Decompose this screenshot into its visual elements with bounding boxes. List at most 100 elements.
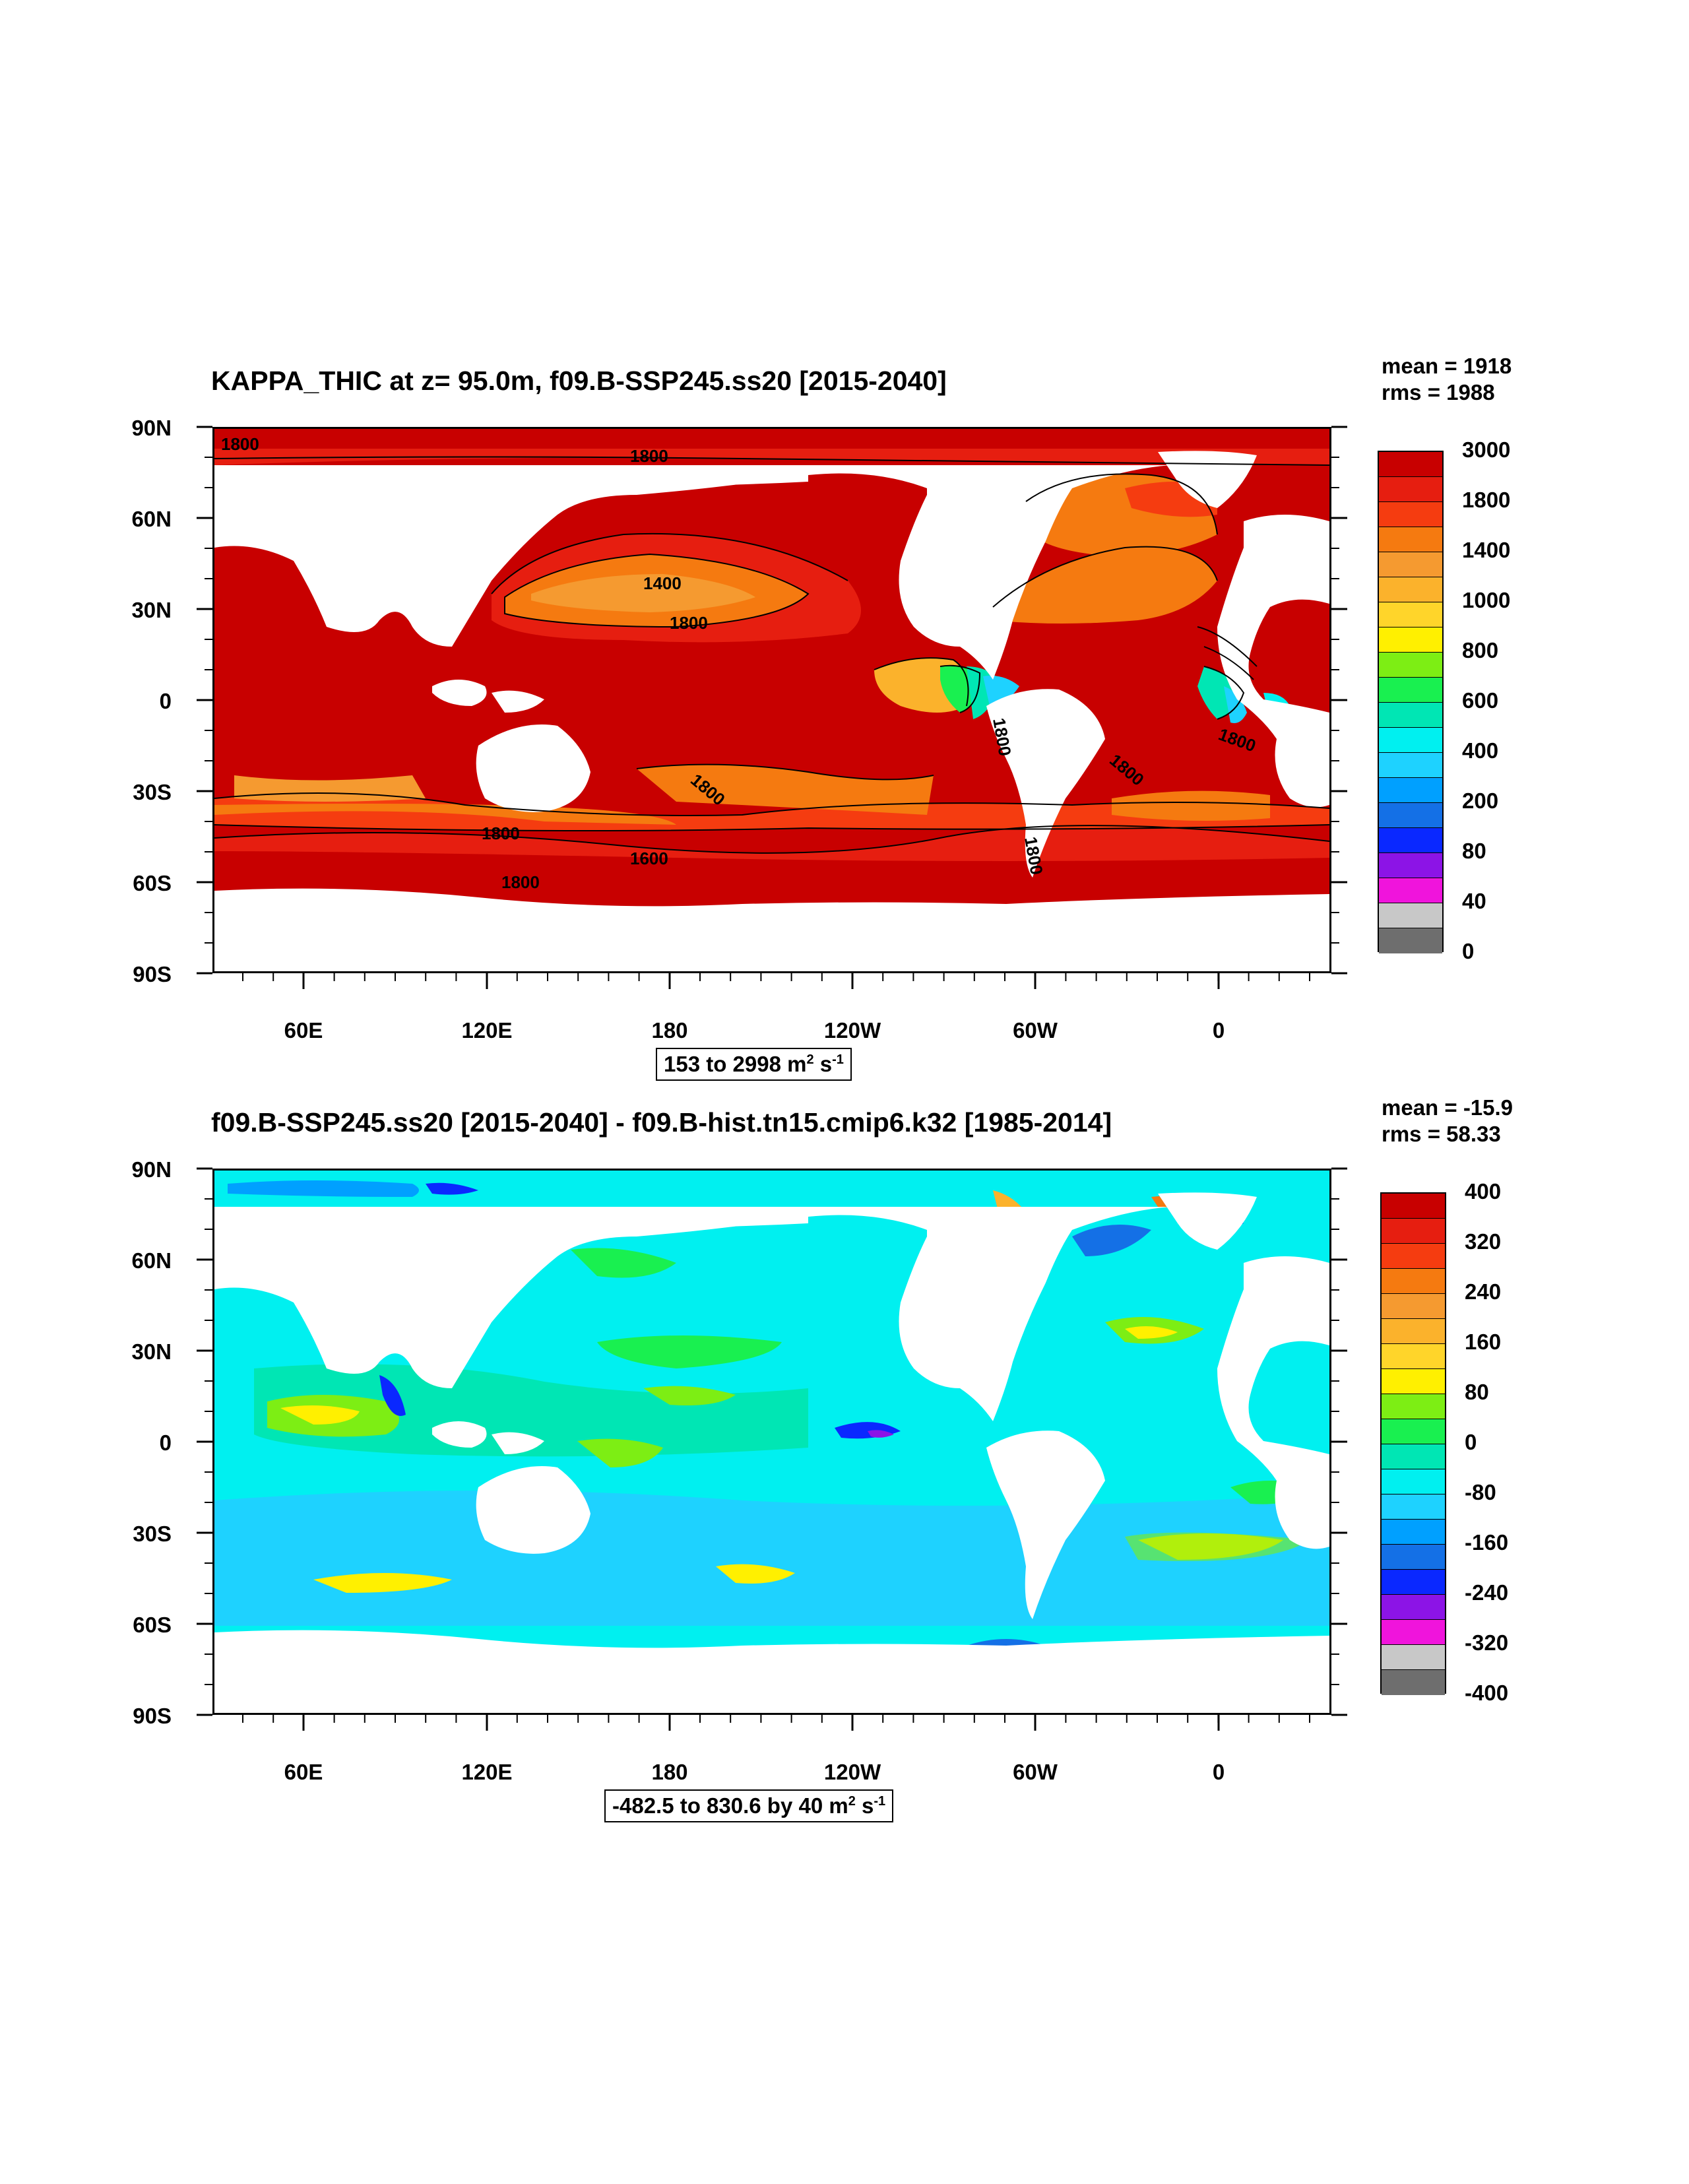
lat-label-30s: 30S (133, 780, 172, 804)
colorbar-label: -400 (1465, 1681, 1509, 1705)
colorbar-swatch (1382, 1545, 1445, 1570)
colorbar-swatch (1382, 1444, 1445, 1469)
panel1-colorbar (1378, 451, 1444, 953)
lon-label-120e: 120E (461, 1018, 513, 1043)
lat-label-30s: 30S (133, 1522, 172, 1546)
colorbar-swatch (1379, 602, 1442, 627)
contour-label: 1600 (630, 849, 668, 868)
colorbar-swatch (1379, 878, 1442, 903)
colorbar-swatch (1379, 778, 1442, 803)
lat-label-60s: 60S (133, 871, 172, 895)
panel1-range-box: 153 to 2998 m2 s-1 (656, 1048, 852, 1081)
lat-label-30n: 30N (131, 1339, 172, 1364)
lat-label-30n: 30N (131, 598, 172, 622)
colorbar-label: 400 (1462, 738, 1499, 763)
difference-field (214, 1171, 1329, 1713)
lon-label-60e: 60E (284, 1018, 323, 1043)
colorbar-swatch (1382, 1194, 1445, 1219)
colorbar-swatch (1379, 903, 1442, 928)
colorbar-swatch (1379, 753, 1442, 778)
colorbar-swatch (1379, 502, 1442, 527)
colorbar-label: 1400 (1462, 538, 1511, 562)
map-kappa-thic: 1800 1800 1400 1800 1800 1800 1800 1600 … (212, 427, 1331, 973)
colorbar-swatch (1379, 728, 1442, 753)
colorbar-label: 160 (1465, 1330, 1502, 1354)
colorbar-swatch (1382, 1595, 1445, 1620)
colorbar-label: 80 (1462, 839, 1486, 863)
colorbar-swatch (1382, 1344, 1445, 1369)
lon-label-60w: 60W (1013, 1760, 1058, 1784)
lon-label-60e: 60E (284, 1760, 323, 1784)
colorbar-swatch (1379, 678, 1442, 703)
panel1-title: KAPPA_THIC at z= 95.0m, f09.B-SSP245.ss2… (211, 366, 947, 396)
colorbar-label: 0 (1465, 1430, 1477, 1454)
colorbar-swatch (1382, 1620, 1445, 1645)
lat-label-90n: 90N (131, 1157, 172, 1182)
panel1-rms: rms = 1988 (1382, 380, 1495, 404)
lat-label-60s: 60S (133, 1613, 172, 1637)
panel2-rms: rms = 58.33 (1382, 1122, 1501, 1146)
lon-label-120w: 120W (823, 1018, 881, 1043)
colorbar-swatch (1379, 928, 1442, 953)
colorbar-label: 40 (1462, 889, 1486, 913)
colorbar-swatch (1382, 1319, 1445, 1344)
colorbar-swatch (1382, 1244, 1445, 1269)
colorbar-label: 3000 (1462, 437, 1511, 462)
colorbar-swatch (1382, 1645, 1445, 1670)
contour-label: 1800 (482, 823, 520, 843)
contour-label: 1800 (670, 613, 708, 633)
colorbar-swatch (1382, 1394, 1445, 1419)
colorbar-label: 800 (1462, 638, 1499, 662)
colorbar-swatch (1382, 1219, 1445, 1244)
colorbar-label: 240 (1465, 1279, 1502, 1304)
lon-label-180: 180 (651, 1018, 688, 1043)
colorbar-swatch (1382, 1269, 1445, 1294)
colorbar-swatch (1379, 527, 1442, 552)
lat-label-60n: 60N (131, 1248, 172, 1273)
colorbar-swatch (1382, 1494, 1445, 1520)
colorbar-label: 1000 (1462, 588, 1511, 612)
colorbar-swatch (1379, 452, 1442, 477)
colorbar-label: 1800 (1462, 488, 1511, 512)
panel1-mean: mean = 1918 (1382, 354, 1512, 378)
colorbar-label: 320 (1465, 1229, 1502, 1254)
colorbar-swatch (1382, 1294, 1445, 1319)
colorbar-swatch (1379, 853, 1442, 878)
lon-label-0: 0 (1212, 1018, 1225, 1043)
lat-label-60n: 60N (131, 507, 172, 531)
colorbar-swatch (1379, 828, 1442, 853)
colorbar-swatch (1382, 1670, 1445, 1695)
lat-label-eq: 0 (159, 689, 172, 713)
colorbar-label: 400 (1465, 1179, 1502, 1204)
kappa-thic-field: 1800 1800 1400 1800 1800 1800 1800 1600 … (214, 429, 1329, 971)
panel2-colorbar (1380, 1192, 1446, 1695)
contour-label: 1800 (630, 446, 668, 466)
panel2-range-box: -482.5 to 830.6 by 40 m2 s-1 (604, 1789, 894, 1822)
lon-label-180: 180 (651, 1760, 688, 1784)
colorbar-swatch (1382, 1369, 1445, 1394)
lon-label-60w: 60W (1013, 1018, 1058, 1043)
lat-label-90n: 90N (131, 416, 172, 440)
map-difference (212, 1169, 1331, 1715)
colorbar-label: -240 (1465, 1580, 1509, 1605)
contour-label: 1800 (501, 872, 540, 892)
colorbar-label: 200 (1462, 788, 1499, 813)
colorbar-label: -160 (1465, 1530, 1509, 1555)
panel2-mean: mean = -15.9 (1382, 1095, 1514, 1120)
colorbar-swatch (1379, 703, 1442, 728)
colorbar-swatch (1382, 1570, 1445, 1595)
colorbar-label: 0 (1462, 939, 1475, 963)
colorbar-swatch (1382, 1520, 1445, 1545)
lat-label-eq: 0 (159, 1430, 172, 1455)
colorbar-swatch (1379, 653, 1442, 678)
colorbar-swatch (1382, 1419, 1445, 1444)
colorbar-label: 80 (1465, 1380, 1489, 1404)
contour-label: 1400 (643, 573, 682, 593)
lon-label-120e: 120E (461, 1760, 513, 1784)
colorbar-swatch (1379, 577, 1442, 602)
colorbar-swatch (1379, 627, 1442, 653)
colorbar-swatch (1379, 803, 1442, 828)
colorbar-label: -80 (1465, 1480, 1496, 1504)
panel2-title: f09.B-SSP245.ss20 [2015-2040] - f09.B-hi… (211, 1107, 1112, 1138)
